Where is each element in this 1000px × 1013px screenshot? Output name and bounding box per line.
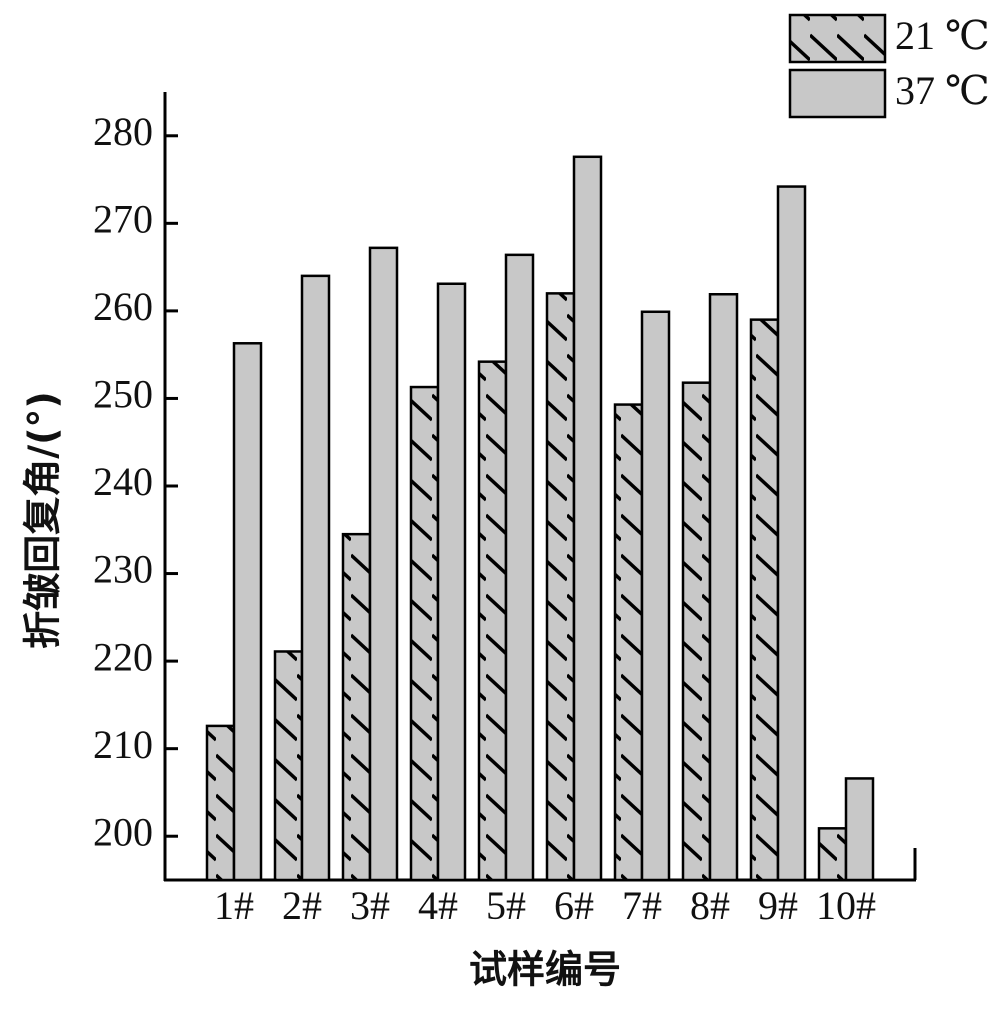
bar — [504, 253, 535, 882]
y-tick-label: 250 — [93, 372, 153, 417]
legend-label: 21 ℃ — [895, 13, 990, 58]
bar — [844, 777, 875, 882]
y-tick-label: 220 — [93, 634, 153, 679]
x-tick-label: 9# — [758, 883, 798, 928]
legend-label: 37 ℃ — [895, 68, 990, 113]
x-tick-label: 3# — [350, 883, 390, 928]
y-tick-label: 270 — [93, 197, 153, 242]
bar — [273, 650, 304, 882]
x-tick-label: 6# — [554, 883, 594, 928]
y-tick-label: 210 — [93, 722, 153, 767]
bar — [681, 381, 712, 882]
bar — [300, 274, 331, 882]
bar — [613, 403, 644, 882]
legend-swatch — [788, 68, 887, 119]
bar — [640, 310, 671, 882]
x-tick-label: 5# — [486, 883, 526, 928]
x-tick-label: 4# — [418, 883, 458, 928]
bar — [708, 293, 739, 882]
x-axis-label: 试样编号 — [469, 948, 621, 992]
bar — [409, 385, 440, 882]
bar — [341, 532, 372, 882]
bar — [749, 318, 780, 882]
y-tick-label: 260 — [93, 284, 153, 329]
bar — [232, 342, 263, 882]
bar — [477, 360, 508, 882]
y-tick-label: 280 — [93, 109, 153, 154]
bar — [817, 827, 848, 882]
bar — [205, 724, 236, 882]
x-tick-label: 7# — [622, 883, 662, 928]
y-tick-label: 200 — [93, 809, 153, 854]
bar — [545, 292, 576, 882]
bar — [572, 155, 603, 882]
y-tick-label: 240 — [93, 459, 153, 504]
x-tick-label: 8# — [690, 883, 730, 928]
x-tick-label: 10# — [816, 883, 876, 928]
bar — [368, 246, 399, 882]
legend-swatch — [788, 13, 887, 64]
x-tick-label: 2# — [282, 883, 322, 928]
bar — [436, 282, 467, 882]
y-tick-label: 230 — [93, 547, 153, 592]
bar — [776, 185, 807, 882]
x-tick-label: 1# — [214, 883, 254, 928]
y-axis-label: 折皱回复角/(°) — [21, 391, 65, 649]
